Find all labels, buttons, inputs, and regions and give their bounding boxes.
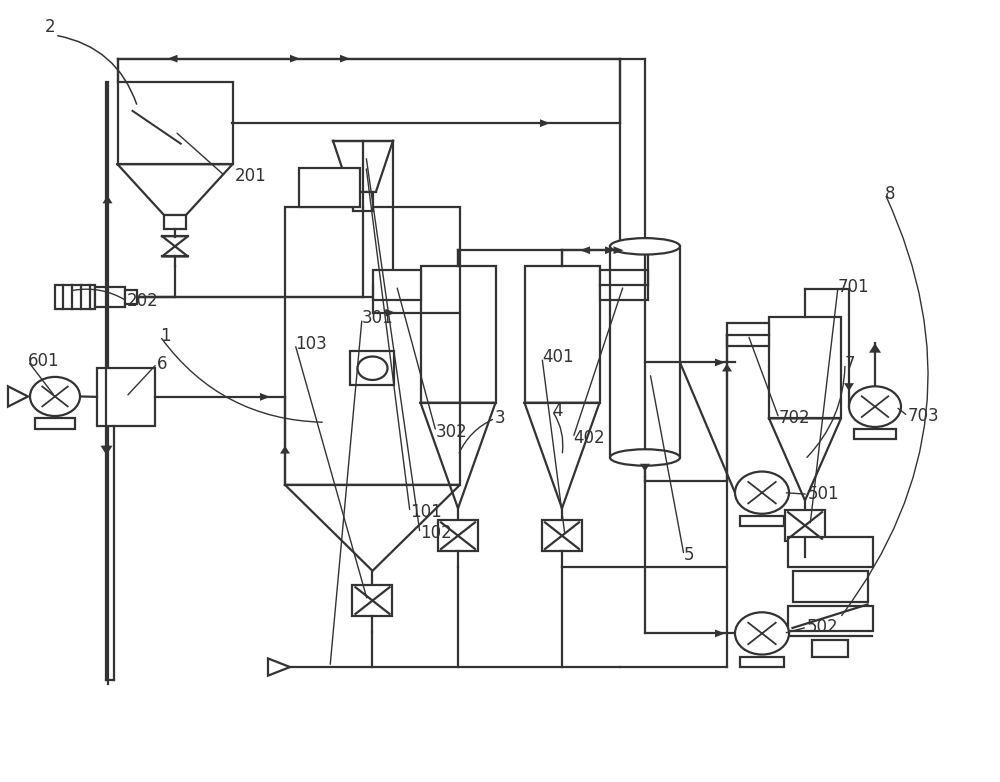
Circle shape — [30, 377, 80, 416]
Polygon shape — [103, 196, 112, 203]
Text: 302: 302 — [436, 422, 468, 441]
Bar — [299, 168, 360, 207]
Bar — [854, 429, 896, 439]
Polygon shape — [722, 364, 732, 371]
Bar — [600, 270, 648, 300]
Bar — [373, 270, 421, 300]
Polygon shape — [844, 383, 854, 391]
Polygon shape — [386, 309, 396, 317]
Polygon shape — [8, 386, 28, 407]
Circle shape — [735, 472, 789, 514]
Bar — [788, 606, 872, 631]
Text: 402: 402 — [573, 429, 605, 447]
Bar — [97, 368, 155, 426]
Text: 401: 401 — [542, 348, 574, 367]
Text: 301: 301 — [362, 309, 394, 328]
Text: 4: 4 — [552, 401, 562, 420]
Bar — [727, 323, 769, 346]
Polygon shape — [340, 55, 350, 63]
Bar — [525, 266, 600, 403]
Bar — [740, 657, 784, 667]
Polygon shape — [290, 55, 300, 63]
Bar — [788, 537, 872, 567]
Bar — [610, 246, 680, 457]
Bar — [285, 207, 460, 485]
Bar — [125, 290, 137, 304]
Text: 701: 701 — [838, 278, 870, 296]
Polygon shape — [614, 246, 624, 254]
Polygon shape — [869, 343, 881, 353]
Text: 5: 5 — [684, 546, 694, 565]
Circle shape — [735, 612, 789, 655]
Text: 103: 103 — [295, 335, 327, 353]
Text: 2: 2 — [45, 18, 56, 37]
Circle shape — [849, 386, 901, 427]
Bar — [118, 82, 232, 164]
Polygon shape — [640, 464, 650, 472]
Polygon shape — [540, 119, 550, 127]
Bar — [792, 571, 868, 602]
Text: 501: 501 — [808, 485, 840, 504]
Text: 601: 601 — [28, 352, 60, 371]
Bar — [812, 640, 848, 657]
Ellipse shape — [610, 238, 680, 254]
Polygon shape — [580, 246, 590, 254]
Text: 6: 6 — [157, 354, 168, 373]
Text: 102: 102 — [420, 524, 452, 543]
Polygon shape — [715, 630, 725, 637]
Text: 1: 1 — [160, 327, 171, 346]
Bar — [421, 266, 496, 403]
Polygon shape — [605, 246, 615, 254]
Circle shape — [357, 357, 387, 380]
Text: 703: 703 — [908, 407, 940, 425]
Polygon shape — [260, 393, 270, 400]
Text: 101: 101 — [410, 503, 442, 522]
Text: 502: 502 — [807, 618, 839, 637]
Polygon shape — [100, 446, 110, 454]
Bar — [350, 351, 394, 386]
Text: 702: 702 — [779, 409, 811, 428]
Bar — [55, 285, 95, 309]
Bar — [740, 516, 784, 526]
Polygon shape — [167, 55, 178, 63]
Text: 8: 8 — [885, 185, 896, 203]
Polygon shape — [103, 446, 112, 454]
Ellipse shape — [610, 449, 680, 465]
Polygon shape — [280, 446, 290, 454]
Text: 201: 201 — [235, 167, 267, 185]
Bar — [95, 287, 125, 307]
Polygon shape — [268, 658, 290, 676]
Bar — [353, 192, 373, 211]
Bar — [35, 418, 75, 429]
Bar — [352, 585, 392, 616]
Bar — [164, 215, 186, 229]
Polygon shape — [715, 358, 725, 366]
Text: 3: 3 — [495, 409, 506, 428]
Bar — [438, 520, 478, 551]
Text: 7: 7 — [845, 354, 856, 373]
Bar — [785, 510, 825, 541]
Text: 202: 202 — [127, 292, 159, 310]
Bar — [769, 317, 841, 418]
Bar — [542, 520, 582, 551]
